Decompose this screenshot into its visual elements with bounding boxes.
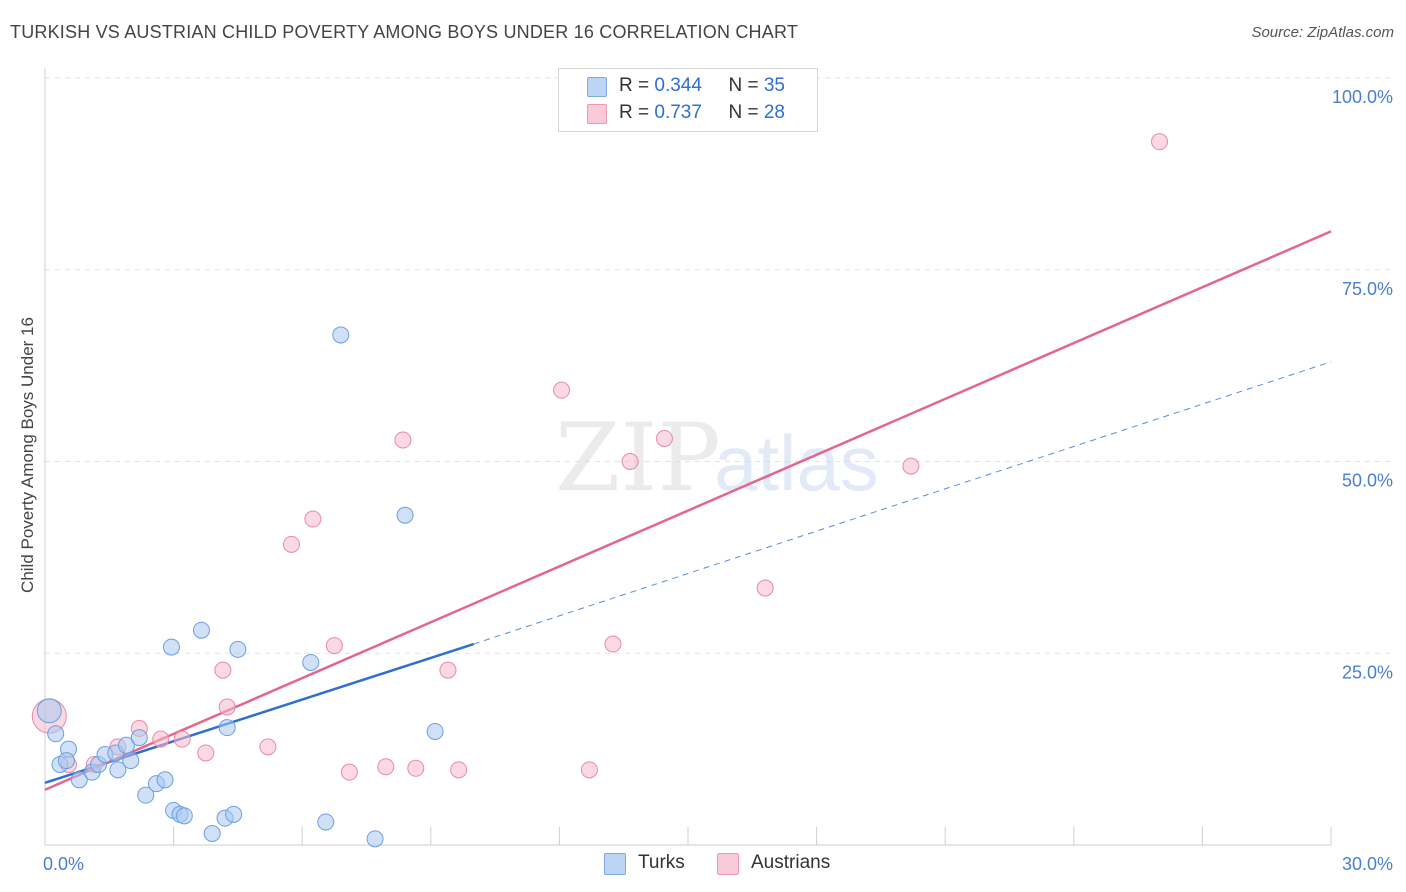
point-austrians (214, 661, 232, 679)
point-turks (218, 719, 236, 737)
point-austrians (450, 761, 468, 779)
y-tick-label: 100.0% (1332, 87, 1393, 107)
point-turks (175, 807, 193, 825)
point-turks (426, 722, 444, 740)
point-austrians (655, 429, 673, 447)
point-turks (130, 729, 148, 747)
turks-swatch (604, 853, 626, 875)
point-austrians (218, 698, 236, 716)
legend-r-value: 0.737 (654, 102, 702, 123)
turks-label: Turks (638, 852, 685, 873)
source-credit: Source: ZipAtlas.com (1251, 24, 1394, 41)
point-austrians (553, 381, 571, 399)
point-austrians (394, 431, 412, 449)
y-tick-label: 50.0% (1342, 471, 1393, 491)
point-austrians (902, 457, 920, 475)
y-tick-labels: 25.0% 50.0% 75.0% 100.0% (1332, 87, 1393, 682)
point-austrians (197, 744, 215, 762)
watermark: ZIP atlas (555, 404, 879, 513)
point-austrians (259, 738, 277, 756)
point-turks (229, 640, 247, 658)
point-turks (332, 326, 350, 344)
trend-line-turks-extension (473, 361, 1332, 645)
point-turks (137, 786, 155, 804)
point-austrians (377, 758, 395, 776)
point-austrians (304, 510, 322, 528)
point-austrians (282, 535, 300, 553)
point-austrians (1151, 133, 1169, 151)
x-tick-label: 0.0% (43, 854, 84, 874)
austrians-label: Austrians (751, 852, 831, 873)
point-turks (36, 698, 62, 724)
chart-title: TURKISH VS AUSTRIAN CHILD POVERTY AMONG … (10, 22, 799, 42)
y-tick-label: 75.0% (1342, 279, 1393, 299)
point-turks (366, 830, 384, 848)
point-austrians (325, 637, 343, 655)
x-tick-labels: 0.0% 30.0% (43, 854, 1393, 874)
x-tick-label: 30.0% (1342, 854, 1393, 874)
trend-line-austrians (44, 230, 1332, 791)
legend-n-value: 35 (763, 75, 785, 96)
y-tick-label: 25.0% (1342, 662, 1393, 682)
point-turks (109, 761, 127, 779)
correlation-legend: R = 0.344 N = 35 R = 0.737 N = 28 (558, 68, 818, 132)
austrians-swatch (717, 853, 739, 875)
point-turks (156, 771, 174, 789)
point-turks (225, 805, 243, 823)
legend-swatch-austrians (587, 104, 607, 124)
point-austrians (580, 761, 598, 779)
legend-swatch-turks (587, 77, 607, 97)
legend-r-label: R = (619, 102, 655, 123)
point-austrians (439, 661, 457, 679)
point-austrians (340, 763, 358, 781)
point-austrians (407, 759, 425, 777)
point-turks (57, 752, 75, 770)
point-austrians (173, 730, 191, 748)
point-turks (47, 725, 65, 743)
point-turks (396, 506, 414, 524)
point-turks (162, 638, 180, 656)
point-turks (70, 771, 88, 789)
legend-r-label: R = (619, 75, 655, 96)
point-turks (317, 813, 335, 831)
point-turks (302, 653, 320, 671)
point-turks (117, 736, 135, 754)
point-austrians (604, 635, 622, 653)
legend-n-label: N = (728, 75, 764, 96)
point-turks (192, 621, 210, 639)
point-austrians (152, 730, 170, 748)
point-turks (203, 824, 221, 842)
trend-lines (44, 230, 1332, 791)
point-austrians (621, 453, 639, 470)
gridlines (45, 77, 1393, 654)
legend-n-value: 28 (763, 102, 785, 123)
series-legend: Turks Austrians (0, 852, 1406, 876)
data-points (31, 133, 1169, 848)
point-austrians (756, 579, 774, 597)
point-turks (122, 752, 140, 770)
legend-r-value: 0.344 (654, 75, 702, 96)
legend-n-label: N = (728, 102, 764, 123)
